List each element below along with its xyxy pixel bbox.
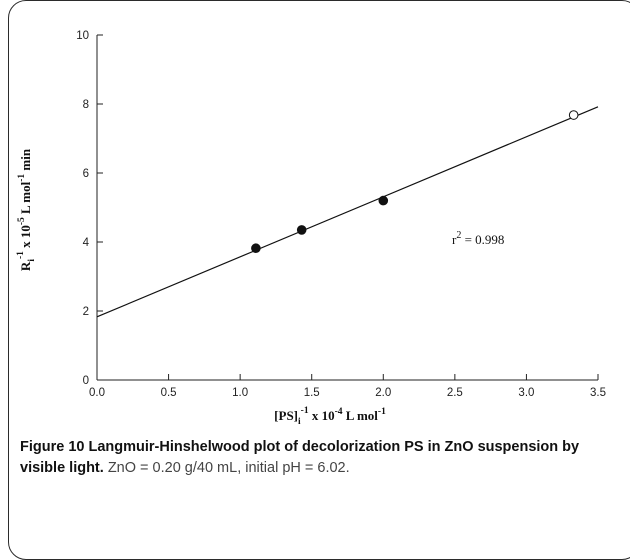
r-squared-annotation: r2 = 0.998	[452, 230, 504, 247]
caption-title: Figure 10 Langmuir-Hinshelwood plot of d…	[20, 439, 580, 476]
x-tick-label: 1.0	[232, 387, 248, 399]
data-points	[251, 110, 579, 254]
data-point-filled	[296, 225, 307, 235]
plot-area: 0.0 0.5 1.0 1.5 2.0 2.5 3.0 3.5 0 2 4 6 8 10	[76, 30, 606, 399]
figure-caption: Figure 10 Langmuir-Hinshelwood plot of d…	[20, 437, 620, 479]
fit-line-group	[96, 106, 599, 318]
x-tick-label: 2.0	[375, 387, 391, 399]
x-tick-label: 2.5	[447, 387, 463, 399]
y-tick-label: 4	[83, 237, 90, 249]
x-tick-label: 0.5	[161, 387, 177, 399]
fit-line	[96, 106, 599, 318]
x-axis-title: [PS]i-1 x 10-4 L mol-1	[274, 406, 386, 427]
y-axis-title: Ri-1 x 10-5 L mol-1 min	[16, 148, 37, 271]
x-tick-label: 3.5	[590, 387, 606, 399]
x-tick-label: 3.0	[518, 387, 534, 399]
y-tick-label: 8	[83, 99, 89, 111]
data-point-filled	[378, 195, 389, 206]
axis-ticks: 0.0 0.5 1.0 1.5 2.0 2.5 3.0 3.5 0 2 4 6 8 10	[76, 30, 606, 399]
x-tick-label: 1.5	[304, 387, 320, 399]
y-tick-label: 6	[83, 168, 89, 180]
chart: 0.0 0.5 1.0 1.5 2.0 2.5 3.0 3.5 0 2 4 6 8 10 r2 = 0.9…	[16, 30, 606, 427]
data-point-open	[568, 110, 579, 120]
data-point-filled	[251, 243, 261, 254]
x-tick-label: 0.0	[89, 387, 105, 399]
y-tick-label: 10	[76, 30, 89, 42]
y-tick-label: 0	[83, 375, 89, 387]
caption-details: ZnO = 0.20 g/40 mL, initial pH = 6.02.	[103, 460, 350, 476]
y-tick-label: 2	[83, 306, 89, 318]
